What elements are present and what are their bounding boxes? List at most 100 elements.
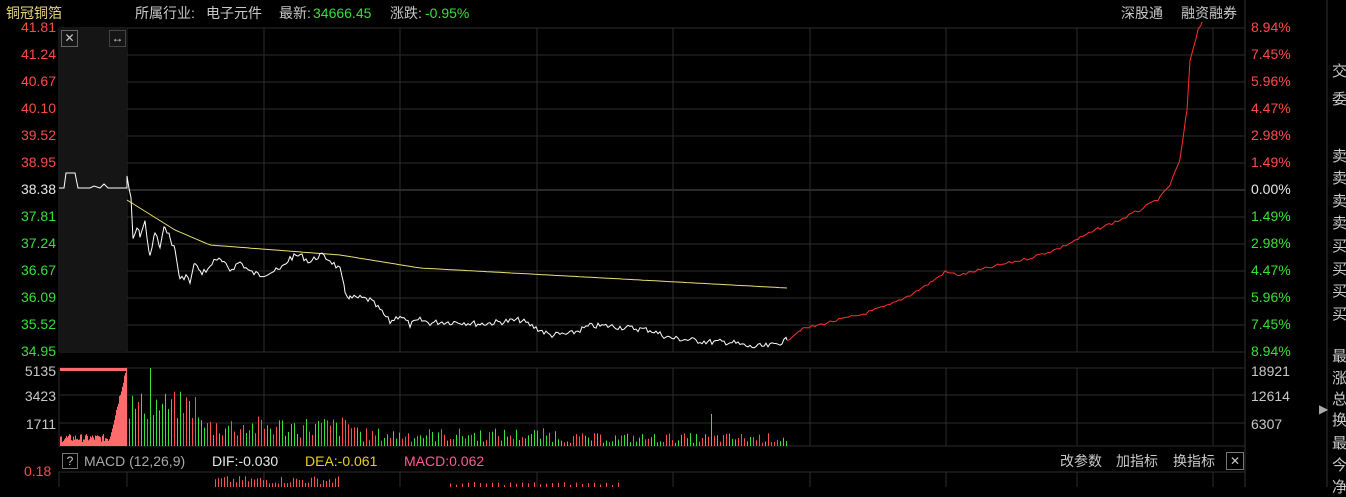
macd-bar — [257, 478, 258, 487]
shenzhen-connect-button[interactable]: 深股通 — [1121, 5, 1163, 21]
volume-bar — [252, 423, 253, 446]
volume-bar — [303, 425, 304, 446]
volume-bar — [561, 440, 562, 446]
price-tick-label: 35.52 — [20, 316, 56, 332]
edit-params-button[interactable]: 改参数 — [1060, 453, 1102, 469]
add-indicator-button[interactable]: 加指标 — [1116, 453, 1158, 469]
side-panel-label: 卖 — [1332, 148, 1346, 165]
volume-bar — [321, 422, 322, 446]
volume-bar — [315, 423, 316, 446]
collapse-arrow-icon[interactable]: ▶ — [1319, 402, 1329, 416]
volume-bar — [777, 439, 778, 446]
macd-bar — [230, 482, 231, 487]
volume-bar — [582, 433, 583, 446]
volume-bar — [198, 417, 199, 446]
price-tick-label: 34.95 — [20, 343, 56, 359]
macd-bar — [474, 482, 475, 487]
volume-bar — [129, 418, 130, 446]
average-price-line — [126, 199, 788, 289]
volume-bar — [672, 440, 673, 446]
volume-bar — [405, 436, 406, 446]
volume-bar — [786, 440, 787, 446]
percent-tick-label: 8.94% — [1251, 343, 1291, 359]
volume-bar — [216, 423, 217, 446]
volume-bar — [72, 440, 73, 446]
volume-bar — [159, 410, 160, 446]
stock-name[interactable]: 铜冠铜箔 — [6, 5, 62, 21]
volume-bar — [234, 431, 235, 446]
volume-bar — [669, 433, 670, 446]
volume-bar — [138, 402, 139, 446]
side-panel[interactable]: 交委卖卖卖卖买买买买最涨总换最今净 — [1327, 0, 1346, 496]
volume-bar — [546, 435, 547, 446]
side-panel-label: 买 — [1332, 238, 1346, 255]
volume-bar — [150, 368, 151, 446]
volume-bar — [423, 438, 424, 446]
volume-bar — [228, 425, 229, 446]
volume-bar — [483, 441, 484, 446]
macd-bar — [338, 476, 339, 487]
macd-bar — [480, 483, 481, 487]
volume-bar — [132, 395, 133, 446]
volume-bar — [666, 434, 667, 446]
volume-bar — [86, 434, 87, 446]
volume-bar — [516, 429, 517, 446]
volume-bar — [309, 431, 310, 446]
volume-bar — [105, 438, 106, 446]
volume-bar — [207, 423, 208, 446]
volume-bar — [116, 409, 117, 446]
volume-bar — [306, 419, 307, 446]
help-icon[interactable]: ? — [62, 453, 78, 469]
volume-bar — [489, 432, 490, 446]
macd-bar — [540, 484, 541, 487]
industry-value[interactable]: 电子元件 — [206, 5, 262, 21]
switch-indicator-button[interactable]: 换指标 — [1173, 453, 1215, 469]
macd-bar — [546, 483, 547, 487]
volume-bar — [82, 441, 83, 446]
macd-bar — [248, 481, 249, 487]
side-panel-label: 买 — [1332, 306, 1346, 323]
volume-bar — [60, 436, 61, 446]
volume-tick-label-right: 12614 — [1251, 388, 1290, 404]
macd-bar — [323, 480, 324, 487]
volume-bar — [71, 440, 72, 446]
percent-tick-label: 5.96% — [1251, 289, 1291, 305]
resize-horizontal-icon[interactable]: ↔ — [109, 30, 126, 47]
side-panel-label: 今 — [1332, 457, 1346, 474]
macd-bar — [456, 484, 457, 487]
volume-bar — [165, 393, 166, 446]
macd-bar — [612, 484, 613, 487]
close-icon[interactable]: ✕ — [61, 30, 78, 47]
volume-bar — [294, 423, 295, 446]
volume-bar — [121, 391, 122, 446]
side-panel-label: 最 — [1332, 348, 1346, 365]
margin-trading-button[interactable]: 融资融券 — [1181, 5, 1237, 21]
volume-bar — [192, 418, 193, 446]
macd-bar — [221, 478, 222, 487]
volume-bar — [603, 442, 604, 446]
volume-bar — [144, 413, 145, 446]
volume-bar — [576, 434, 577, 446]
volume-bar — [591, 440, 592, 446]
volume-bar — [342, 417, 343, 446]
volume-bar — [654, 433, 655, 446]
volume-bar — [462, 436, 463, 446]
volume-bar — [540, 438, 541, 446]
volume-bar — [246, 432, 247, 446]
volume-bar — [126, 367, 127, 446]
volume-bar — [552, 441, 553, 446]
volume-bar — [168, 409, 169, 446]
volume-bar — [204, 427, 205, 446]
volume-bar — [759, 434, 760, 446]
macd-bar — [299, 480, 300, 487]
macd-bar — [305, 482, 306, 487]
volume-bar — [675, 442, 676, 446]
volume-bar — [567, 441, 568, 446]
volume-bar — [89, 439, 90, 446]
side-panel-label: 卖 — [1332, 170, 1346, 187]
volume-bar — [264, 428, 265, 446]
volume-bar — [735, 439, 736, 446]
side-panel-label: 卖 — [1332, 215, 1346, 232]
close-icon[interactable]: ✕ — [1226, 452, 1244, 470]
volume-bar — [588, 437, 589, 446]
